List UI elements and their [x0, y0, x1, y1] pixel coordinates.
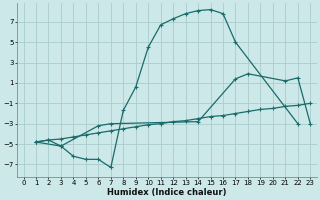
- X-axis label: Humidex (Indice chaleur): Humidex (Indice chaleur): [107, 188, 227, 197]
